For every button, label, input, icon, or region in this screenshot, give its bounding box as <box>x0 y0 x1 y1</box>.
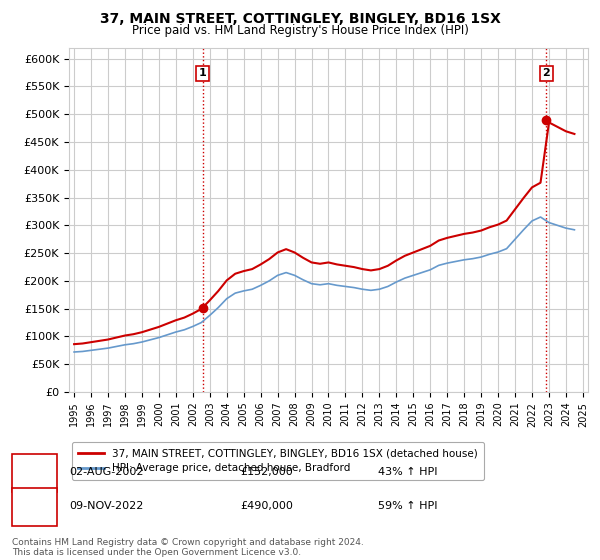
Text: 02-AUG-2002: 02-AUG-2002 <box>69 467 143 477</box>
Text: 59% ↑ HPI: 59% ↑ HPI <box>378 501 437 511</box>
Text: 1: 1 <box>31 467 38 477</box>
Text: Contains HM Land Registry data © Crown copyright and database right 2024.
This d: Contains HM Land Registry data © Crown c… <box>12 538 364 557</box>
Text: 37, MAIN STREET, COTTINGLEY, BINGLEY, BD16 1SX: 37, MAIN STREET, COTTINGLEY, BINGLEY, BD… <box>100 12 500 26</box>
Text: £152,000: £152,000 <box>240 467 293 477</box>
Legend: 37, MAIN STREET, COTTINGLEY, BINGLEY, BD16 1SX (detached house), HPI: Average pr: 37, MAIN STREET, COTTINGLEY, BINGLEY, BD… <box>71 442 484 480</box>
Text: 1: 1 <box>199 68 206 78</box>
Text: £490,000: £490,000 <box>240 501 293 511</box>
Text: 2: 2 <box>31 501 38 511</box>
Text: 09-NOV-2022: 09-NOV-2022 <box>69 501 143 511</box>
Text: 43% ↑ HPI: 43% ↑ HPI <box>378 467 437 477</box>
Text: 2: 2 <box>542 68 550 78</box>
Text: Price paid vs. HM Land Registry's House Price Index (HPI): Price paid vs. HM Land Registry's House … <box>131 24 469 37</box>
